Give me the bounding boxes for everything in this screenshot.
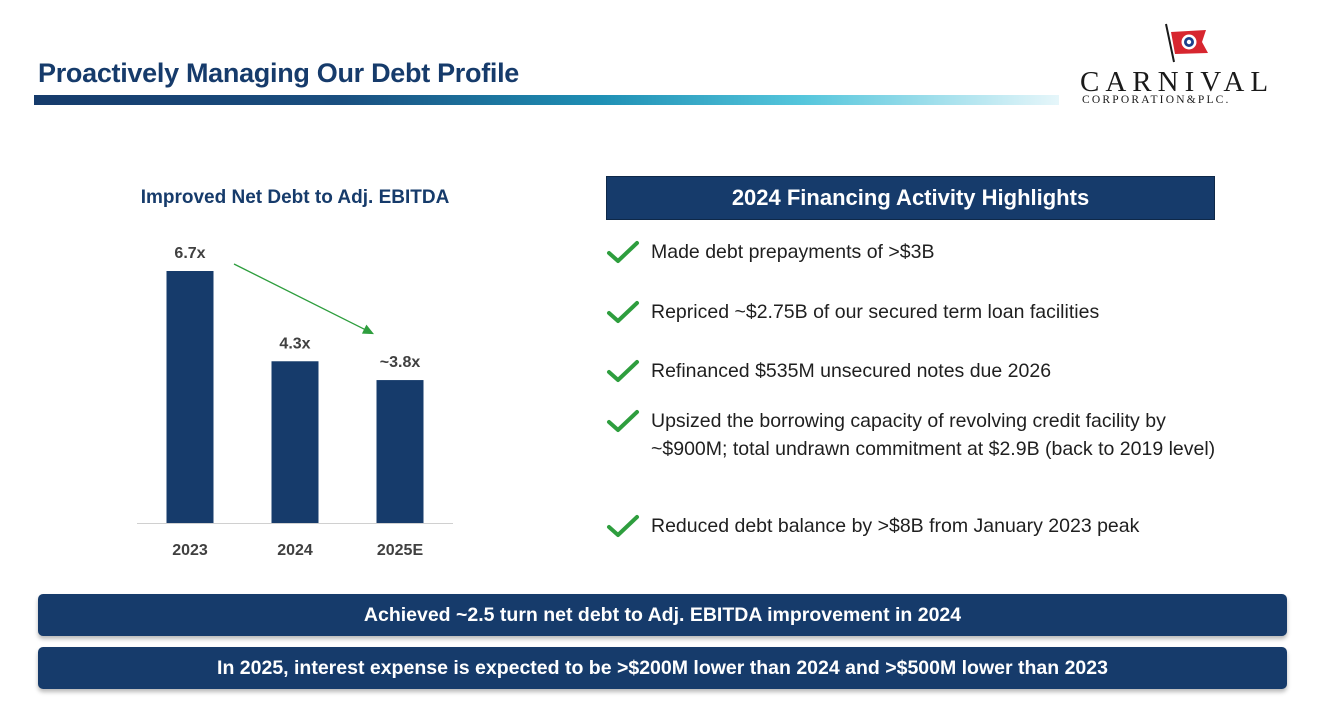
chart-title: Improved Net Debt to Adj. EBITDA <box>140 187 450 208</box>
highlight-text: Repriced ~$2.75B of our secured term loa… <box>651 301 1100 323</box>
highlight-text: Refinanced $535M unsecured notes due 202… <box>651 360 1052 382</box>
highlight-text: Upsized the borrowing capacity of revolv… <box>651 410 1216 460</box>
flag-icon <box>1165 23 1208 63</box>
logo-wordmark: CARNIVAL <box>1080 66 1275 98</box>
highlight-text: Made debt prepayments of >$3B <box>651 241 935 263</box>
highlight-text: Reduced debt balance by >$8B from Januar… <box>651 515 1140 537</box>
carnival-logo: CARNIVAL CORPORATION&PLC. <box>1080 22 1295 112</box>
tick-label-2025E: 2025E <box>377 542 424 559</box>
bar-chart: 6.7x 2023 4.3x 2024 ~3.8x 2025E <box>137 245 453 559</box>
tick-label-2024: 2024 <box>277 542 313 559</box>
banner-interest-expense: In 2025, interest expense is expected to… <box>38 647 1287 689</box>
checkmark-icon <box>607 301 639 323</box>
title-rule <box>34 95 1059 105</box>
highlights-header: 2024 Financing Activity Highlights <box>606 176 1215 220</box>
bar-2023 <box>166 271 214 523</box>
bar-2024 <box>271 361 319 523</box>
banner-improvement: Achieved ~2.5 turn net debt to Adj. EBIT… <box>38 594 1287 636</box>
checkmark-icon <box>607 410 639 432</box>
checkmark-icon <box>607 360 639 382</box>
checkmark-icon <box>607 515 639 537</box>
checkmark-icon <box>607 241 639 263</box>
bar-2025E <box>376 380 424 523</box>
slide-title: Proactively Managing Our Debt Profile <box>38 58 520 88</box>
trend-arrow-head <box>361 324 374 335</box>
trend-arrow-line <box>233 263 369 332</box>
data-label-2023: 6.7x <box>174 245 205 262</box>
logo-subtitle: CORPORATION&PLC. <box>1082 94 1231 106</box>
data-label-2024: 4.3x <box>279 335 310 352</box>
data-label-2025E: ~3.8x <box>380 354 421 371</box>
tick-label-2023: 2023 <box>172 542 208 559</box>
